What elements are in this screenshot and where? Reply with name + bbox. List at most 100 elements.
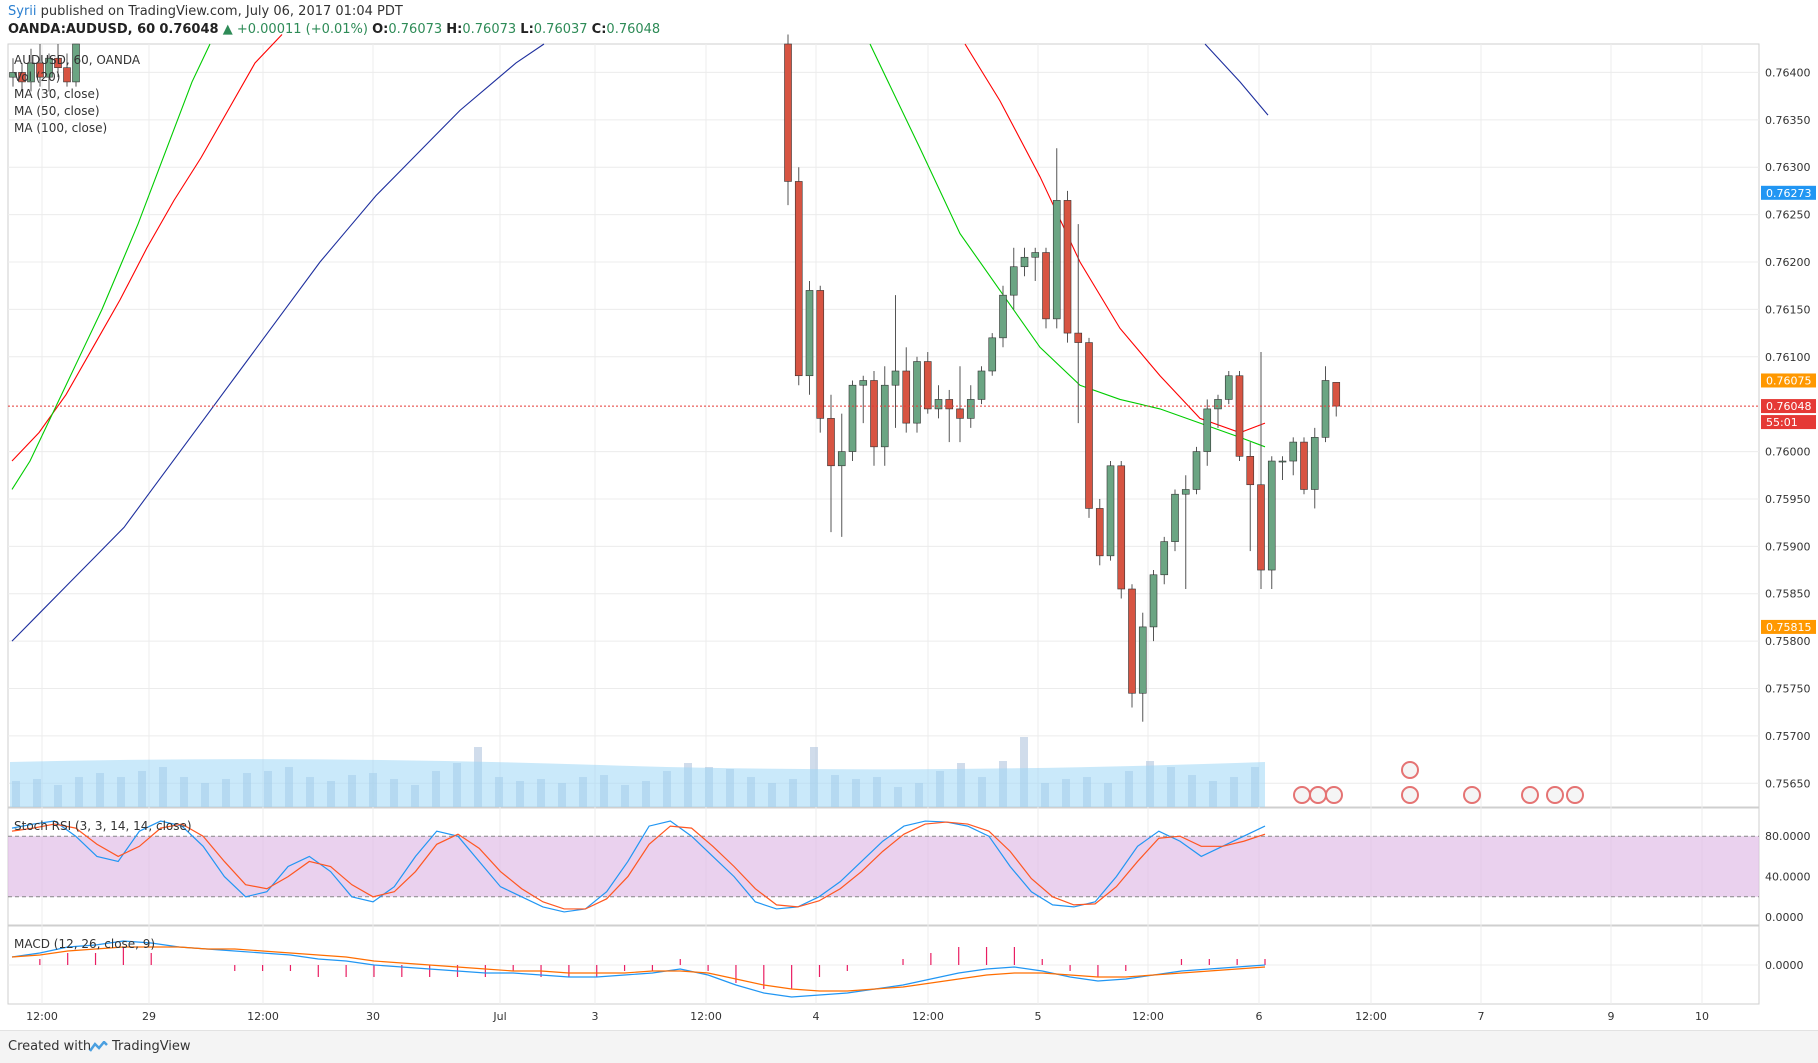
event-flag-icon[interactable]: [1325, 786, 1343, 804]
legend-symbol: AUDUSD, 60, OANDA: [14, 53, 141, 67]
stoch-label: Stoch RSI (3, 3, 14, 14, close): [14, 819, 192, 833]
candle-up: [1321, 380, 1330, 438]
candle-up: [1310, 437, 1319, 490]
time-tick-label: 10: [1695, 1010, 1709, 1023]
price-tick-label: 0.75900: [1765, 540, 1811, 553]
price-tick-label: 0.76000: [1765, 446, 1811, 459]
candle-up: [1009, 266, 1018, 296]
candle-down: [870, 380, 878, 448]
event-flag-icon[interactable]: [1566, 786, 1584, 804]
candle-down: [956, 408, 964, 419]
created-with: Created with: [8, 1039, 92, 1054]
price-tick-label: 0.76200: [1765, 256, 1811, 269]
stoch-tick-label: 80.0000: [1765, 830, 1811, 843]
candle-down: [1235, 375, 1244, 457]
candle-down: [18, 72, 26, 83]
chart-header: Syrii published on TradingView.com, July…: [0, 0, 1818, 44]
candle-down: [1257, 484, 1265, 571]
candle-up: [9, 72, 17, 78]
candle-up: [805, 290, 814, 377]
candle-up: [1267, 460, 1276, 571]
symbol-label: OANDA:AUDUSD, 60: [8, 22, 156, 37]
badge-countdown: 55:01: [1766, 416, 1798, 429]
event-flag-icon[interactable]: [1546, 786, 1564, 804]
ma50-line-right: [869, 43, 1266, 448]
candle-up: [1160, 541, 1169, 576]
event-flag-icon[interactable]: [1401, 761, 1419, 779]
tradingview-logo-icon: [88, 1041, 108, 1052]
event-flag-icon[interactable]: [1463, 786, 1481, 804]
badge-ma-orange: 0.76075: [1766, 374, 1812, 387]
candle-up: [1138, 626, 1147, 694]
candle-up: [1052, 200, 1061, 320]
time-tick-label: 12:00: [247, 1010, 279, 1023]
candle-up: [1031, 252, 1040, 258]
candle-up: [977, 370, 986, 400]
stoch-tick-label: 40.0000: [1765, 871, 1811, 884]
candle-up: [891, 370, 900, 386]
candles: [9, 34, 1341, 722]
candle-up: [1214, 399, 1222, 410]
candle-down: [1063, 200, 1072, 334]
candle-down: [794, 181, 803, 377]
candle-up: [988, 337, 997, 372]
ma50-line-left: [11, 43, 211, 490]
time-axis[interactable]: 12:00 29 12:00 30 Jul 3 12:00 4 12:00 5 12:00 6 12:0…: [26, 1010, 1709, 1023]
candle-up: [1289, 441, 1298, 462]
publish-line: Syrii published on TradingView.com, July…: [8, 4, 403, 19]
candle-down: [54, 57, 62, 68]
price-axis[interactable]: 0.76400 0.76350 0.76300 0.76250 0.76200 0.761…: [1765, 66, 1811, 790]
badge-countdown-bg: [1761, 415, 1816, 430]
candle-up: [848, 384, 857, 452]
stoch-tick-label: 0.0000: [1765, 911, 1804, 924]
up-arrow-icon: ▲: [222, 22, 233, 37]
event-flag-icon[interactable]: [1521, 786, 1539, 804]
badge-ma-orange-bg: [1761, 373, 1816, 388]
economic-events[interactable]: [1293, 761, 1584, 804]
candle-down: [945, 399, 954, 410]
time-tick-label: 6: [1256, 1010, 1263, 1023]
time-tick-label: 29: [142, 1010, 156, 1023]
ma30-line-right: [964, 43, 1266, 434]
chart-canvas[interactable]: 0.76400 0.76350 0.76300 0.76250 0.76200 0.761…: [0, 0, 1818, 1030]
author-name[interactable]: Syrii: [8, 4, 37, 19]
candle-up: [1106, 465, 1115, 557]
low-label: L:: [520, 22, 534, 37]
candle-down: [784, 43, 792, 182]
macd: 0.0000: [8, 940, 1804, 998]
legend-volume: Vol (20): [14, 70, 60, 84]
candle-down: [1117, 465, 1126, 590]
time-tick-label: 12:00: [690, 1010, 722, 1023]
low-value: 0.76037: [533, 22, 588, 37]
tradingview-brand[interactable]: TradingView: [112, 1039, 191, 1054]
open-label: O:: [372, 22, 389, 37]
event-flag-icon[interactable]: [1293, 786, 1311, 804]
candle-up: [1203, 408, 1212, 452]
time-tick-label: 12:00: [1132, 1010, 1164, 1023]
high-label: H:: [446, 22, 463, 37]
time-tick-label: 4: [813, 1010, 820, 1023]
legend-ma50: MA (50, close): [14, 104, 100, 118]
time-tick-label: 12:00: [1355, 1010, 1387, 1023]
event-flag-icon[interactable]: [1309, 786, 1327, 804]
close-value: 0.76048: [606, 22, 661, 37]
macd-line: [11, 940, 1266, 998]
time-tick-label: Jul: [492, 1010, 506, 1023]
price-tick-label: 0.76250: [1765, 209, 1811, 222]
candle-up: [913, 361, 921, 424]
time-tick-label: 5: [1035, 1010, 1042, 1023]
candle-up: [859, 380, 868, 386]
stoch-rsi: 80.0000 40.0000 0.0000: [8, 820, 1811, 924]
candle-up: [1278, 460, 1287, 463]
signal-line: [11, 946, 1266, 992]
candle-down: [816, 290, 825, 419]
price-tick-label: 0.75750: [1765, 683, 1811, 696]
close-label: C:: [591, 22, 607, 37]
moving-averages: [11, 34, 1269, 642]
event-flag-icon[interactable]: [1401, 786, 1419, 804]
time-tick-label: 12:00: [26, 1010, 58, 1023]
candle-up: [1224, 375, 1233, 400]
candle-up: [1192, 451, 1201, 490]
time-tick-label: 9: [1608, 1010, 1615, 1023]
candle-down: [923, 361, 932, 410]
